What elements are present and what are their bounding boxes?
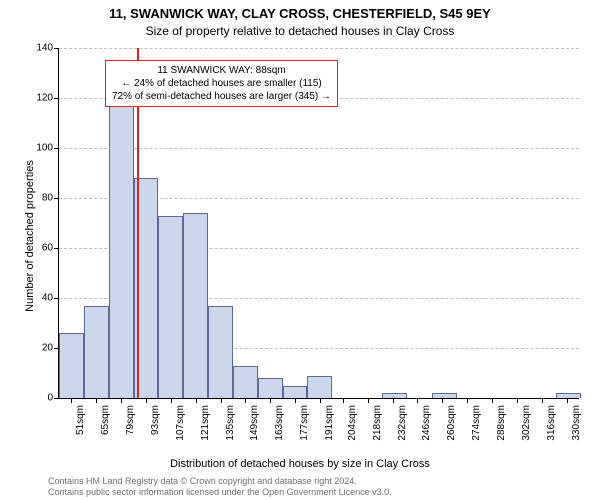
x-tick-label: 260sqm xyxy=(446,405,457,455)
histogram-bar xyxy=(183,213,208,398)
y-tick-label: 140 xyxy=(23,43,53,54)
histogram-bar xyxy=(233,366,258,399)
x-tick-label: 121sqm xyxy=(200,405,211,455)
x-tick xyxy=(393,398,394,403)
y-tick xyxy=(54,398,59,399)
x-tick-label: 246sqm xyxy=(421,405,432,455)
y-tick xyxy=(54,98,59,99)
y-tick-label: 20 xyxy=(23,343,53,354)
x-tick xyxy=(320,398,321,403)
x-tick-label: 288sqm xyxy=(496,405,507,455)
histogram-bar xyxy=(556,393,581,398)
x-tick-label: 93sqm xyxy=(150,405,161,455)
y-tick-label: 60 xyxy=(23,243,53,254)
annotation-line: ← 24% of detached houses are smaller (11… xyxy=(112,77,331,90)
x-tick xyxy=(146,398,147,403)
x-tick-label: 51sqm xyxy=(75,405,86,455)
footer-line-1: Contains HM Land Registry data © Crown c… xyxy=(48,476,357,486)
y-tick-label: 100 xyxy=(23,143,53,154)
annotation-line: 72% of semi-detached houses are larger (… xyxy=(112,90,331,103)
y-tick xyxy=(54,198,59,199)
x-tick xyxy=(467,398,468,403)
chart-container: { "titles": { "line1": "11, SWANWICK WAY… xyxy=(0,0,600,500)
x-tick xyxy=(542,398,543,403)
x-tick-label: 218sqm xyxy=(372,405,383,455)
histogram-bar xyxy=(84,306,109,399)
histogram-bar xyxy=(307,376,332,399)
x-tick xyxy=(221,398,222,403)
histogram-bar xyxy=(283,386,308,399)
x-tick xyxy=(368,398,369,403)
x-tick-label: 163sqm xyxy=(274,405,285,455)
y-tick-label: 40 xyxy=(23,293,53,304)
annotation-box: 11 SWANWICK WAY: 88sqm← 24% of detached … xyxy=(105,60,338,107)
x-tick xyxy=(517,398,518,403)
x-tick-label: 274sqm xyxy=(471,405,482,455)
y-tick xyxy=(54,248,59,249)
y-tick xyxy=(54,148,59,149)
x-tick-label: 149sqm xyxy=(249,405,260,455)
histogram-bar xyxy=(258,378,283,398)
x-tick xyxy=(96,398,97,403)
x-tick xyxy=(171,398,172,403)
x-tick xyxy=(417,398,418,403)
x-tick-label: 302sqm xyxy=(521,405,532,455)
x-tick-label: 191sqm xyxy=(324,405,335,455)
x-tick-label: 204sqm xyxy=(347,405,358,455)
x-tick xyxy=(270,398,271,403)
histogram-bar xyxy=(109,88,134,398)
x-tick-label: 135sqm xyxy=(225,405,236,455)
x-tick-label: 107sqm xyxy=(175,405,186,455)
x-tick xyxy=(442,398,443,403)
x-tick-label: 177sqm xyxy=(299,405,310,455)
annotation-line: 11 SWANWICK WAY: 88sqm xyxy=(112,64,331,77)
x-tick-label: 330sqm xyxy=(571,405,582,455)
x-tick-label: 232sqm xyxy=(397,405,408,455)
y-tick-label: 0 xyxy=(23,393,53,404)
x-tick xyxy=(71,398,72,403)
histogram-bar xyxy=(208,306,233,399)
x-tick xyxy=(295,398,296,403)
histogram-bar xyxy=(59,333,84,398)
histogram-bar xyxy=(158,216,183,399)
x-tick xyxy=(196,398,197,403)
x-tick xyxy=(567,398,568,403)
y-tick xyxy=(54,298,59,299)
y-tick-label: 80 xyxy=(23,193,53,204)
page-title: 11, SWANWICK WAY, CLAY CROSS, CHESTERFIE… xyxy=(0,6,600,21)
histogram-bar xyxy=(382,393,407,398)
x-tick-label: 79sqm xyxy=(125,405,136,455)
x-tick xyxy=(245,398,246,403)
x-axis-label: Distribution of detached houses by size … xyxy=(0,458,600,470)
plot-area: 02040608010012014051sqm65sqm79sqm93sqm10… xyxy=(58,48,579,399)
x-tick xyxy=(121,398,122,403)
x-tick xyxy=(492,398,493,403)
page-subtitle: Size of property relative to detached ho… xyxy=(0,24,600,38)
histogram-bar xyxy=(432,393,457,398)
x-tick-label: 316sqm xyxy=(546,405,557,455)
footer-line-2: Contains public sector information licen… xyxy=(48,487,392,497)
x-tick-label: 65sqm xyxy=(100,405,111,455)
y-tick-label: 120 xyxy=(23,93,53,104)
x-tick xyxy=(343,398,344,403)
y-tick xyxy=(54,48,59,49)
